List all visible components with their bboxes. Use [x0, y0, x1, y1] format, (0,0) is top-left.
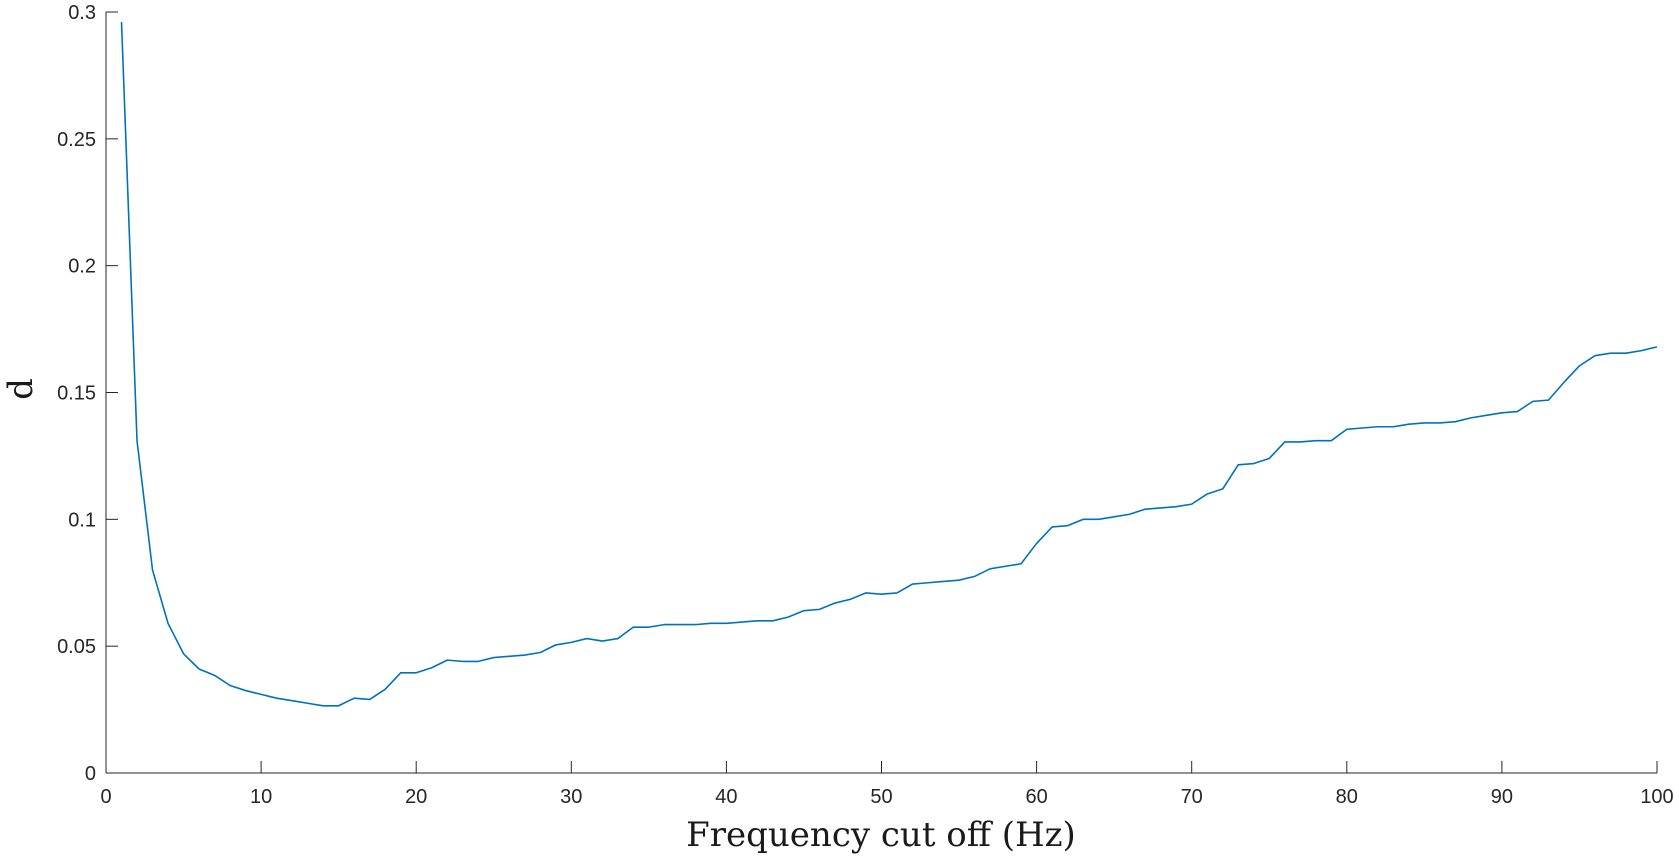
series-line	[120, 22, 1658, 707]
x-tick-label: 20	[405, 786, 427, 808]
x-tick-label: 30	[560, 786, 582, 808]
x-tick-label: 90	[1491, 786, 1513, 808]
x-tick-label: 100	[1640, 786, 1673, 808]
x-axis-label: Frequency cut off (Hz)	[686, 815, 1076, 855]
x-axis-ticks: 0 10 20 30 40 50 60 70 80 90 100	[100, 761, 1674, 808]
x-tick-label: 70	[1181, 786, 1203, 808]
x-tick-label: 0	[100, 786, 111, 808]
y-tick-label: 0.1	[68, 509, 96, 531]
y-axis-label: d	[1, 378, 41, 400]
y-axis-ticks: 0 0.05 0.1 0.15 0.2 0.25 0.3	[57, 2, 118, 785]
x-tick-label: 50	[870, 786, 892, 808]
y-tick-label: 0.25	[57, 129, 96, 151]
plot-area	[120, 22, 1658, 707]
y-tick-label: 0	[85, 763, 96, 785]
x-tick-label: 40	[715, 786, 737, 808]
axes	[105, 12, 1657, 774]
x-tick-label: 80	[1336, 786, 1358, 808]
y-tick-label: 0.05	[57, 636, 96, 658]
y-tick-label: 0.2	[68, 256, 96, 278]
x-tick-label: 60	[1025, 786, 1047, 808]
y-tick-label: 0.15	[57, 383, 96, 405]
x-tick-label: 10	[250, 786, 272, 808]
y-tick-label: 0.3	[68, 2, 96, 24]
